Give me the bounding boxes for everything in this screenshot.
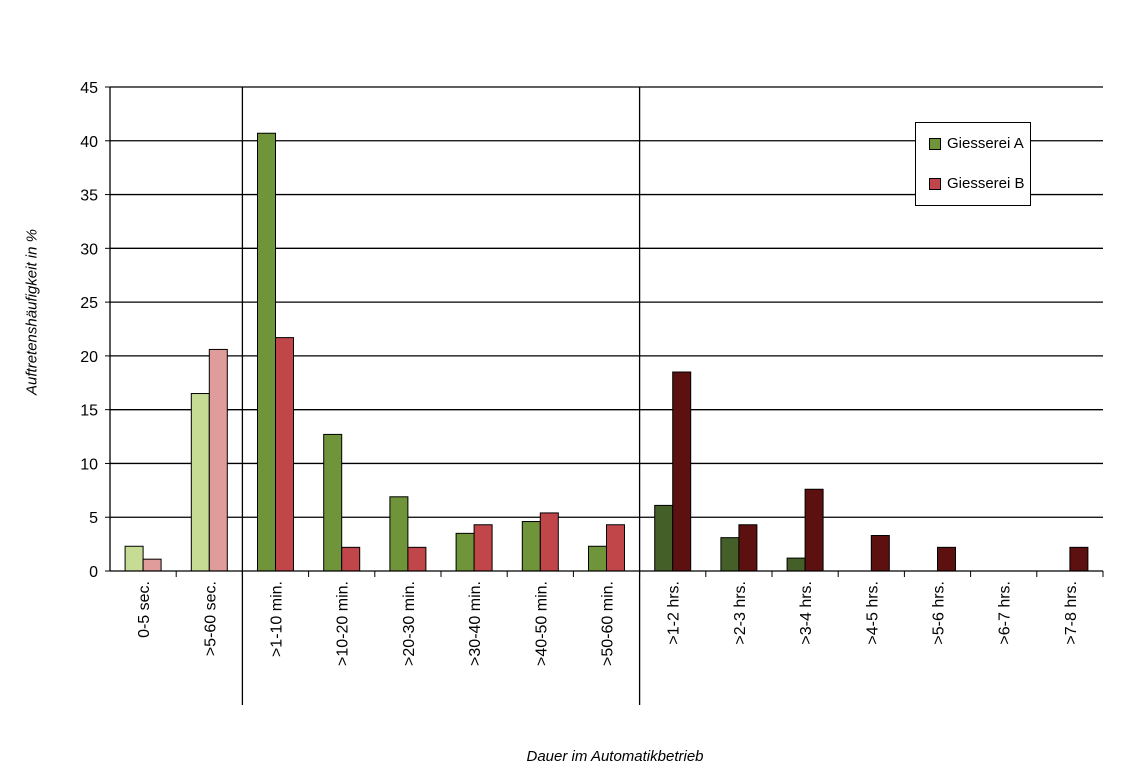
x-tick-label: >20-30 min. (401, 581, 418, 666)
y-tick-label: 30 (80, 241, 98, 258)
bar-a (455, 532, 475, 572)
bar-a (190, 393, 210, 572)
bar-b (804, 488, 824, 572)
bar-b (870, 535, 890, 572)
x-tick-label: >4-5 hrs. (864, 581, 881, 645)
x-tick-label: >50-60 min. (600, 581, 617, 666)
legend-swatch-a (929, 137, 941, 150)
bar-b (208, 348, 228, 572)
axes (105, 86, 1104, 705)
x-tick-label: >1-10 min. (269, 581, 286, 657)
bar-a (588, 545, 607, 572)
y-tick-label: 20 (80, 349, 98, 366)
bar-b (539, 512, 559, 572)
bar-a (720, 537, 740, 572)
x-tick-label: >10-20 min. (335, 581, 352, 666)
bar-a (521, 521, 541, 572)
bar-b (606, 524, 625, 572)
x-tick-label: >5-6 hrs. (931, 581, 948, 645)
x-tick-label: >3-4 hrs. (798, 581, 815, 645)
legend-label-a: Giesserei A (947, 135, 1024, 152)
x-tick-label: >1-2 hrs. (666, 581, 683, 645)
y-tick-label: 10 (80, 456, 98, 473)
bar-b (473, 524, 493, 572)
legend-label-b: Giesserei B (947, 175, 1025, 192)
y-axis-label: Auftretenshäufigkeit in % (23, 229, 41, 395)
bar-b (341, 546, 361, 572)
x-tick-label: >5-60 sec. (202, 581, 219, 656)
bar-b (407, 546, 427, 572)
y-tick-label: 45 (80, 80, 98, 97)
x-tick-labels: 0-5 sec. >5-60 sec. >1-10 min. >10-20 min. >… (136, 581, 1080, 666)
bars (124, 132, 1089, 572)
bar-b (1069, 546, 1089, 572)
x-tick-label: >40-50 min. (533, 581, 550, 666)
x-tick-label: 0-5 sec. (136, 581, 153, 638)
legend: Giesserei A Giesserei B (915, 122, 1031, 206)
x-axis-label: Dauer im Automatikbetrieb (526, 748, 704, 765)
bar-a (124, 545, 144, 572)
bar-b (937, 546, 956, 572)
bar-a (257, 132, 276, 572)
y-tick-label: 15 (80, 403, 98, 420)
bar-a (786, 557, 806, 572)
bar-a (323, 433, 343, 572)
y-tick-label: 40 (80, 134, 98, 151)
x-tick-label: >6-7 hrs. (997, 581, 1014, 645)
legend-item-b: Giesserei B (929, 175, 1025, 192)
bar-b (142, 558, 162, 572)
y-tick-label: 5 (89, 510, 98, 527)
y-tick-label: 0 (89, 564, 98, 581)
bar-a (654, 504, 674, 572)
x-tick-label: >2-3 hrs. (732, 581, 749, 645)
y-tick-label: 25 (80, 295, 98, 312)
y-tick-labels: 0 5 10 15 20 25 30 35 40 45 (80, 80, 98, 581)
x-tick-label: >30-40 min. (467, 581, 484, 666)
bar-b (738, 524, 758, 572)
legend-item-a: Giesserei A (929, 135, 1024, 152)
x-tick-label: >7-8 hrs. (1063, 581, 1080, 645)
legend-swatch-b (929, 177, 941, 190)
bar-b (672, 371, 692, 572)
bar-b (275, 337, 294, 572)
y-tick-label: 35 (80, 188, 98, 205)
bar-a (389, 496, 409, 572)
